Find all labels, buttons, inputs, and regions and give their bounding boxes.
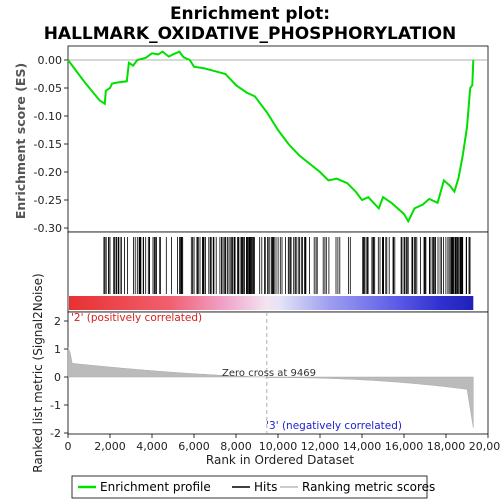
x-tick-label: 0 <box>65 440 72 453</box>
ranking-metric-scores <box>67 347 474 429</box>
zero-cross-label: Zero cross at 9469 <box>222 368 316 379</box>
es-y-tick-label: -0.25 <box>34 194 62 207</box>
es-y-tick-label: 0.00 <box>38 54 63 67</box>
x-axis-label: Rank in Ordered Dataset <box>206 453 354 467</box>
x-tick-label: 18,000 <box>427 440 466 453</box>
es-axis-label: Enrichment score (ES) <box>13 63 28 219</box>
positive-correlation-label: '2' (positively correlated) <box>71 312 202 324</box>
x-axis-ticks: 0 2,000 4,000 6,000 8,000 10,000 12,000 14,000 1… <box>65 434 500 453</box>
metric-axis-label: Ranked list metric (Signal2Noise) <box>31 273 45 472</box>
x-tick-label: 6,000 <box>178 440 210 453</box>
hit-marks <box>103 237 471 294</box>
x-tick-label: 8,000 <box>220 440 252 453</box>
rank-color-bar <box>69 296 474 310</box>
es-y-tick-label: -0.05 <box>34 82 62 95</box>
es-panel <box>67 45 489 233</box>
es-y-tick-label: -0.10 <box>34 110 62 123</box>
es-y-tick-label: -0.15 <box>34 138 62 151</box>
es-y-tick-label: -0.30 <box>34 222 62 235</box>
metric-y-tick-label: -2 <box>50 427 61 440</box>
rank-gradient-bar <box>69 296 474 310</box>
x-tick-label: 4,000 <box>136 440 168 453</box>
x-tick-label: 16,000 <box>385 440 424 453</box>
es-y-tick-label: -0.20 <box>34 166 62 179</box>
metric-y-tick-label: 2 <box>54 315 61 328</box>
x-tick-label: 2,000 <box>94 440 126 453</box>
legend-hits-label: Hits <box>254 480 277 494</box>
x-tick-label: 12,000 <box>301 440 340 453</box>
x-tick-label: 20,000 <box>469 440 500 453</box>
enrichment-profile <box>67 50 475 224</box>
negative-correlation-label: '3' (negatively correlated) <box>266 420 402 432</box>
enrichment-profile-line <box>67 50 475 224</box>
x-tick-label: 10,000 <box>259 440 298 453</box>
legend-ranking-label: Ranking metric scores <box>302 480 435 494</box>
chart-title-line1: Enrichment plot: <box>170 4 330 24</box>
metric-y-tick-label: -1 <box>50 399 61 412</box>
chart-title-line2: HALLMARK_OXIDATIVE_PHOSPHORYLATION <box>44 24 457 44</box>
metric-y-ticks: 2 1 0 -1 -2 <box>50 315 68 440</box>
metric-y-tick-label: 0 <box>54 371 61 384</box>
x-tick-label: 14,000 <box>343 440 382 453</box>
es-y-ticks: 0.00 -0.05 -0.10 -0.15 -0.20 -0.25 -0.30 <box>34 54 68 235</box>
metric-y-tick-label: 1 <box>54 343 61 356</box>
legend-enrichment-label: Enrichment profile <box>100 480 211 494</box>
ranking-metric-area <box>67 347 474 429</box>
